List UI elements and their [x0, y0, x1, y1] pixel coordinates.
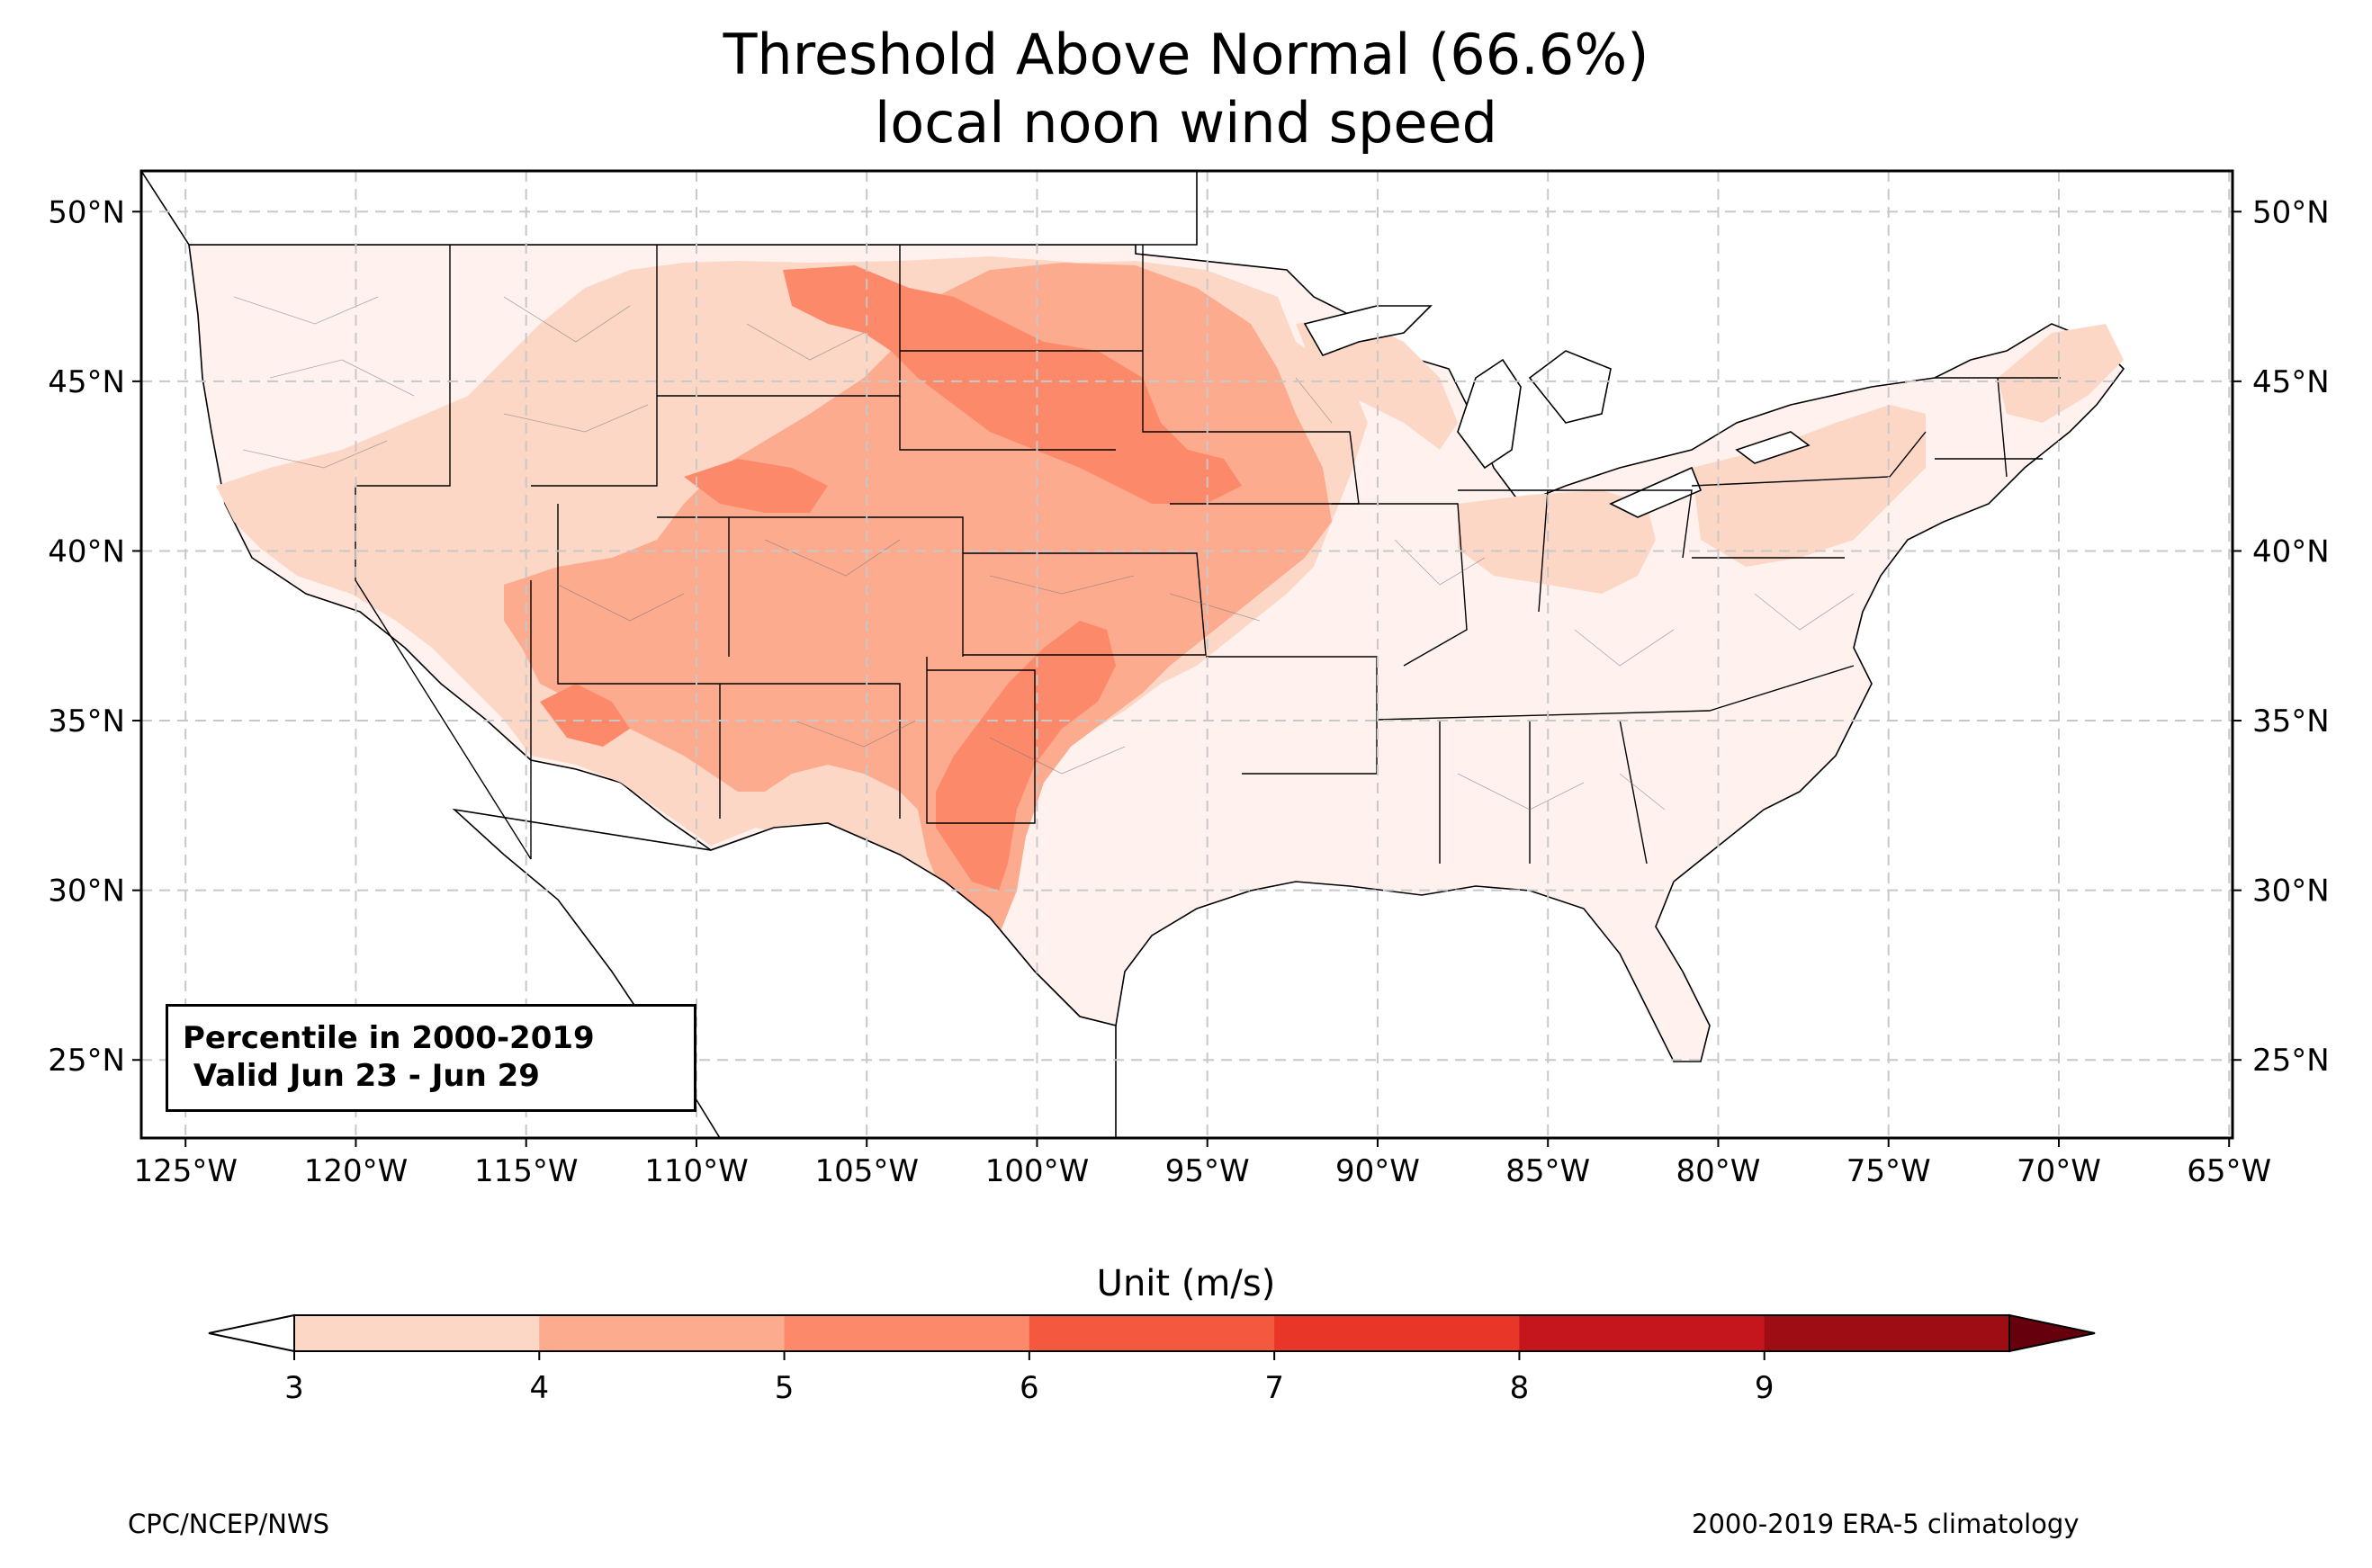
lat-tick-label-left: 50°N — [48, 194, 125, 230]
great-lakes — [1303, 305, 1810, 518]
colorbar-segment — [1274, 1315, 1520, 1351]
colorbar-segment — [1764, 1315, 2010, 1351]
lat-tick-label-right: 25°N — [2252, 1043, 2330, 1079]
lon-tick-label: 70°W — [2017, 1153, 2101, 1189]
lon-tick-label: 125°W — [133, 1153, 238, 1189]
chart-title-line2: local noon wind speed — [875, 90, 1497, 156]
lon-tick-label: 95°W — [1165, 1153, 1250, 1189]
lat-tick-label-right: 45°N — [2252, 364, 2330, 400]
lon-tick-label: 115°W — [474, 1153, 579, 1189]
lat-tick-label-left: 45°N — [48, 364, 125, 400]
colorbar-segment — [539, 1315, 786, 1351]
credit-left: CPC/NCEP/NWS — [128, 1509, 330, 1539]
colorbar: 3 4 5 6 7 8 9 — [208, 1313, 2096, 1406]
colorbar-segment — [1519, 1315, 1766, 1351]
chart-title-line1: Threshold Above Normal (66.6%) — [723, 22, 1649, 87]
lat-tick-label-left: 40°N — [48, 533, 125, 569]
lat-tick-label-left: 30°N — [48, 874, 125, 909]
colorbar-tick-label: 9 — [1755, 1370, 1775, 1406]
grid-lon — [184, 171, 2231, 1147]
colorbar-under-arrow — [208, 1313, 295, 1353]
lon-tick-label: 65°W — [2187, 1153, 2271, 1189]
lon-tick-label: 105°W — [814, 1153, 919, 1189]
canada-land — [141, 171, 1198, 246]
contour-3-4-pa — [1692, 405, 1926, 567]
lat-tick-label-left: 25°N — [48, 1043, 125, 1079]
colorbar-tick-label: 8 — [1510, 1370, 1530, 1406]
county-lines — [233, 296, 1855, 811]
lat-tick-label-right: 30°N — [2252, 874, 2330, 909]
lon-tick-label: 100°W — [985, 1153, 1090, 1189]
colorbar-tick-label: 5 — [775, 1370, 795, 1406]
info-box-line1: Percentile in 2000-2019 — [183, 1020, 595, 1056]
colorbar-tick-label: 7 — [1264, 1370, 1284, 1406]
lon-tick-labels: 125°W 120°W 115°W 110°W 105°W 100°W 95°W 90°W 85… — [133, 1153, 2271, 1189]
colorbar-segment — [784, 1315, 1030, 1351]
contour-3-4-ohio — [1458, 490, 1656, 594]
colorbar-segment — [294, 1315, 540, 1351]
info-box-line2: Valid Jun 23 - Jun 29 — [183, 1058, 540, 1094]
lon-tick-label: 120°W — [304, 1153, 409, 1189]
lon-tick-label: 75°W — [1846, 1153, 1931, 1189]
lon-tick-label: 90°W — [1335, 1153, 1420, 1189]
colorbar-segment — [1029, 1315, 1275, 1351]
lat-tick-label-right: 50°N — [2252, 194, 2330, 230]
contour-5-6-wy — [684, 459, 828, 513]
lat-tick-label-left: 35°N — [48, 703, 125, 739]
contour-3-4-ne — [1998, 324, 2124, 423]
colorbar-tick-label: 4 — [529, 1370, 549, 1406]
map-frame — [139, 169, 2234, 1140]
lon-tick-label: 80°W — [1676, 1153, 1761, 1189]
lon-tick-label: 110°W — [644, 1153, 749, 1189]
info-box: Percentile in 2000-2019 Valid Jun 23 - J… — [166, 1004, 696, 1112]
lat-tick-label-right: 40°N — [2252, 533, 2330, 569]
mexico-land — [452, 808, 1117, 1138]
colorbar-over-arrow — [2008, 1313, 2096, 1353]
contour-5-6 — [783, 265, 1242, 504]
lat-tick-labels: 25°N 25°N 30°N 30°N 35°N 35°N 40°N 40°N 45°N 45°N… — [48, 194, 2329, 1079]
colorbar-label: Unit (m/s) — [1096, 1263, 1276, 1304]
colorbar-tick-label: 6 — [1020, 1370, 1039, 1406]
credit-right: 2000-2019 ERA-5 climatology — [1692, 1509, 2080, 1539]
colorbar-frame — [293, 1314, 2010, 1352]
lon-tick-label: 85°W — [1505, 1153, 1590, 1189]
colorbar-tick-label: 3 — [284, 1370, 304, 1406]
state-borders — [355, 245, 2061, 865]
lat-tick-label-right: 35°N — [2252, 703, 2330, 739]
contour-5-6-az — [540, 684, 630, 747]
